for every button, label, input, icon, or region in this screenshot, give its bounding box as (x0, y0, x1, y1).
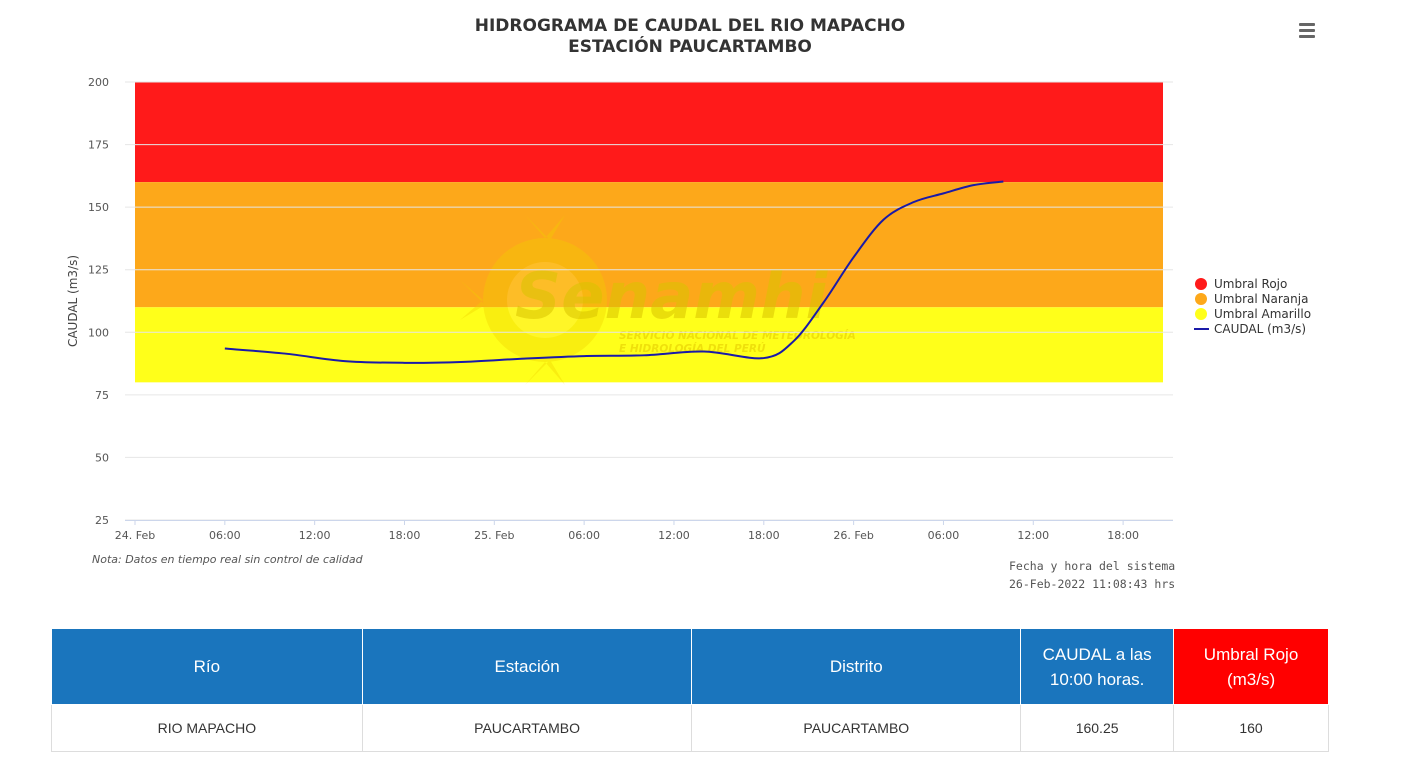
y-tick-label: 200 (88, 76, 109, 89)
senamhi-watermark: Senamhi SERVICIO NACIONAL DE METEOROLOGÍ… (460, 215, 856, 385)
threshold-bands (135, 82, 1163, 383)
x-tick-label: 12:00 (1017, 529, 1049, 542)
legend-dot-umbral-rojo (1195, 278, 1207, 290)
band-umbral-naranja (135, 182, 1163, 308)
legend-label: Umbral Rojo (1214, 277, 1287, 291)
y-tick-label: 25 (95, 514, 109, 527)
table-cell: PAUCARTAMBO (361, 704, 693, 752)
hydrograph-chart: Senamhi SERVICIO NACIONAL DE METEOROLOGÍ… (66, 16, 1311, 591)
watermark-line-2: E HIDROLOGÍA DEL PERÚ (619, 342, 766, 355)
x-tick-label: 06:00 (568, 529, 600, 542)
menu-bar (1299, 34, 1315, 38)
legend-dot-umbral-naranja (1195, 293, 1207, 305)
table-header-row: Río Estación Distrito CAUDAL a las 10:00 hor… (51, 628, 1329, 705)
x-tick-label: 24. Feb (115, 529, 155, 542)
table-header-cell: CAUDAL a las 10:00 horas. (1020, 628, 1175, 705)
y-tick-label: 75 (95, 389, 109, 402)
table-cell: RIO MAPACHO (51, 704, 363, 752)
legend-label: CAUDAL (m3/s) (1214, 322, 1306, 336)
y-axis-label: CAUDAL (m3/s) (66, 255, 80, 347)
series-layer (224, 180, 1004, 364)
watermark-line-1: SERVICIO NACIONAL DE METEOROLOGÍA (619, 329, 856, 342)
quality-note: Nota: Datos en tiempo real sin control d… (92, 553, 364, 566)
table-cell: 160.25 (1020, 704, 1175, 752)
x-tick-label: 26. Feb (833, 529, 873, 542)
system-time-label: Fecha y hora del sistema (1009, 559, 1175, 573)
x-tick-label: 06:00 (209, 529, 241, 542)
x-tick-label: 25. Feb (474, 529, 514, 542)
x-axis-ticks: 24. Feb 06:00 12:00 18:00 25. Feb 06:00 12:00 1… (115, 520, 1139, 542)
x-tick-label: 18:00 (389, 529, 421, 542)
table-header-cell: Distrito (691, 628, 1022, 705)
table-header-cell: Umbral Rojo (m3/s) (1173, 628, 1329, 705)
y-tick-label: 50 (95, 451, 109, 464)
y-axis-ticks: 200 175 150 125 100 75 50 25 (88, 76, 109, 527)
watermark-logo-text: Senamhi (515, 260, 829, 334)
table-row: RIO MAPACHO PAUCARTAMBO PAUCARTAMBO 160.25 1… (51, 704, 1329, 752)
legend-dot-umbral-amarillo (1195, 308, 1207, 320)
y-tick-label: 150 (88, 201, 109, 214)
station-data-table: Río Estación Distrito CAUDAL a las 10:00 hor… (51, 628, 1329, 752)
legend-label: Umbral Naranja (1214, 292, 1308, 306)
x-tick-label: 12:00 (299, 529, 331, 542)
table-cell: 160 (1173, 704, 1329, 752)
x-tick-label: 12:00 (658, 529, 690, 542)
grid-lines (125, 81, 1173, 521)
y-tick-label: 100 (88, 326, 109, 339)
series-line-caudal (224, 180, 1004, 364)
x-tick-label: 18:00 (1107, 529, 1139, 542)
table-cell: PAUCARTAMBO (691, 704, 1022, 752)
table-header-cell: Estación (361, 628, 693, 705)
menu-bar (1299, 22, 1315, 26)
table-body: RIO MAPACHO PAUCARTAMBO PAUCARTAMBO 160.25 1… (51, 704, 1329, 752)
x-tick-label: 06:00 (928, 529, 960, 542)
y-tick-label: 175 (88, 139, 109, 152)
legend-label: Umbral Amarillo (1214, 307, 1311, 321)
sun-logo-icon (460, 215, 607, 385)
menu-bar (1299, 28, 1315, 32)
hamburger-menu-icon[interactable] (1294, 18, 1320, 42)
band-umbral-rojo (135, 82, 1163, 183)
x-tick-label: 18:00 (748, 529, 780, 542)
chart-subtitle: ESTACIÓN PAUCARTAMBO (568, 35, 812, 57)
system-time-value: 26-Feb-2022 11:08:43 hrs (1009, 577, 1175, 591)
band-umbral-amarillo (135, 307, 1163, 383)
table-header-cell: Río (51, 628, 363, 705)
y-tick-label: 125 (88, 264, 109, 277)
chart-title: HIDROGRAMA DE CAUDAL DEL RIO MAPACHO (475, 16, 906, 36)
